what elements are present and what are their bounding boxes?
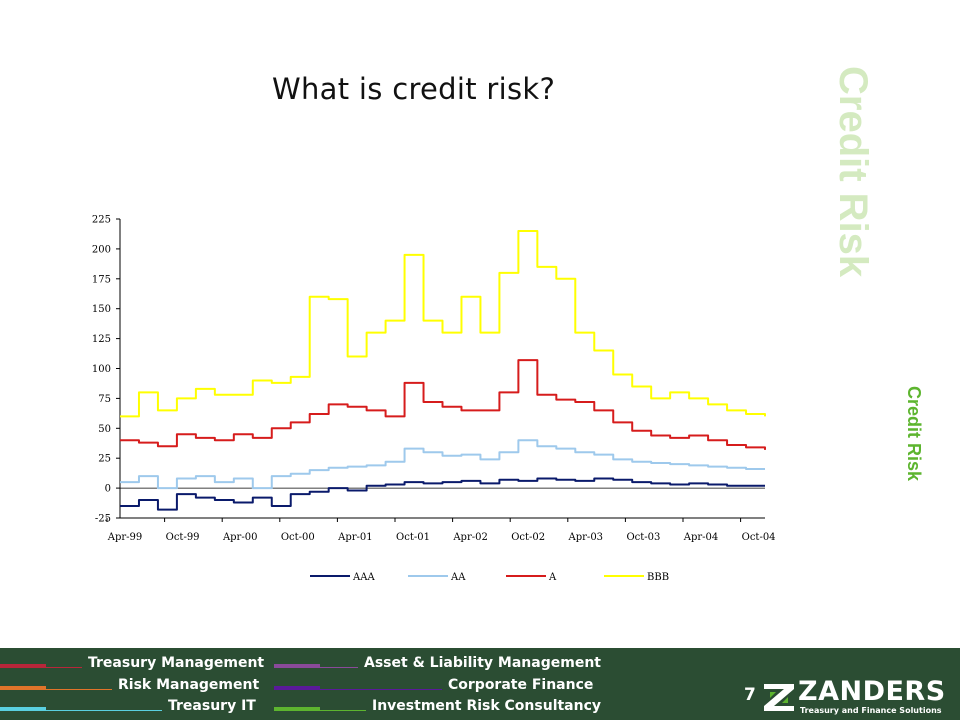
x-tick-label: Oct-03 [626, 532, 660, 543]
footer-link-alm[interactable]: Asset & Liability Management [364, 655, 601, 671]
footer-banner: Treasury Management Risk Management Trea… [0, 648, 960, 720]
side-label-small: Credit Risk [904, 386, 924, 482]
series-line-aa [120, 439, 765, 490]
x-tick-label: Apr-99 [107, 532, 143, 543]
footer-line-investment-risk [320, 710, 366, 711]
y-tick-label: 75 [98, 394, 111, 405]
x-tick-label: Oct-01 [396, 532, 430, 543]
footer-bar-corporate-finance [274, 686, 320, 690]
credit-spread-chart: -25 0 25 50 75 100 125 150 175 200 225 Apr-99 Oct-99… [80, 205, 780, 595]
series-line-bbb [120, 229, 766, 418]
footer-line-treasury-it [46, 710, 162, 711]
y-tick-label: 175 [92, 274, 111, 285]
y-tick-label: 100 [92, 364, 111, 375]
legend-label-bbb: BBB [647, 572, 669, 583]
x-tick-label: Oct-02 [511, 532, 545, 543]
footer-bar-alm [274, 664, 320, 668]
side-label-small-text: Credit Risk [904, 386, 924, 482]
chart-svg: -25 0 25 50 75 100 125 150 175 200 225 Apr-99 Oct-99… [92, 215, 776, 584]
footer-link-investment-risk[interactable]: Investment Risk Consultancy [372, 698, 602, 714]
legend-label-aa: AA [450, 572, 466, 583]
legend-label-a: A [548, 572, 557, 583]
slide-title: What is credit risk? [272, 72, 556, 106]
y-tick-label: 125 [92, 334, 111, 345]
footer-bar-investment-risk [274, 707, 320, 711]
footer-line-treasury-management [46, 667, 82, 668]
y-tick-label: 0 [105, 484, 111, 495]
footer-line-risk-management [46, 689, 112, 690]
footer-link-corporate-finance[interactable]: Corporate Finance [448, 677, 594, 693]
series-line-aaa [120, 477, 765, 511]
series-line-a [120, 359, 766, 450]
side-label-large-text: Credit Risk [831, 66, 875, 278]
zanders-logo-tagline: Treasury and Finance Solutions [800, 706, 942, 715]
x-tick-label: Apr-01 [337, 532, 373, 543]
footer-bar-treasury-it [0, 707, 46, 711]
legend-label-aaa: AAA [352, 572, 375, 583]
y-tick-label: 225 [92, 215, 111, 226]
x-tick-label: Apr-03 [568, 532, 604, 543]
footer-bar-risk-management [0, 686, 46, 690]
footer-line-corporate-finance [320, 689, 442, 690]
footer-link-risk-management[interactable]: Risk Management [118, 677, 260, 693]
footer-link-treasury-management[interactable]: Treasury Management [88, 655, 265, 671]
page-number: 7 [744, 685, 756, 705]
y-tick-label: -25 [95, 514, 111, 525]
footer-bar-treasury-management [0, 664, 46, 668]
y-tick-label: 150 [92, 304, 111, 315]
zanders-logo-icon [764, 684, 794, 711]
x-tick-label: Oct-99 [166, 532, 200, 543]
footer-line-alm [320, 667, 358, 668]
side-label-large: Credit Risk [831, 66, 875, 278]
x-tick-label: Oct-04 [742, 532, 776, 543]
y-tick-label: 200 [92, 244, 111, 255]
x-tick-label: Oct-00 [281, 532, 315, 543]
zanders-logo-text: ZANDERS [798, 676, 946, 707]
y-tick-label: 25 [98, 454, 111, 465]
x-tick-label: Apr-04 [683, 532, 719, 543]
footer-link-treasury-it[interactable]: Treasury IT [168, 698, 256, 714]
y-tick-label: 50 [98, 424, 111, 435]
x-tick-label: Apr-00 [222, 532, 258, 543]
x-tick-label: Apr-02 [452, 532, 488, 543]
